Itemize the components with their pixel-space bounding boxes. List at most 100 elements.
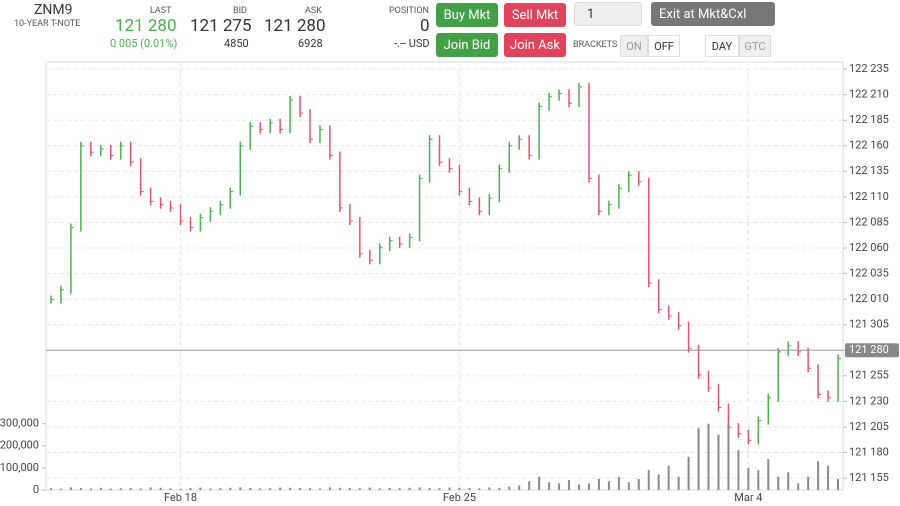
volume-bar <box>757 470 760 490</box>
y-tick-label: 122 210 <box>849 88 889 101</box>
y-tick-label: 121 280 <box>849 343 889 356</box>
y-tick-label: 121 255 <box>849 369 889 382</box>
symbol: ZNM9 <box>34 2 73 18</box>
volume-bar <box>89 488 92 490</box>
bid-label: BID <box>233 6 247 16</box>
volume-bar <box>149 487 152 490</box>
volume-bar <box>239 487 242 490</box>
ask-size: 6928 <box>298 37 323 50</box>
volume-bar <box>797 483 800 490</box>
volume-bar <box>518 485 521 490</box>
brackets-off[interactable]: OFF <box>648 35 680 57</box>
description: 10-YEAR T-NOTE <box>14 19 81 29</box>
volume-bar <box>807 476 810 490</box>
x-tick-label: Mar 4 <box>734 491 762 504</box>
position: 0 <box>420 16 430 36</box>
volume-bar <box>219 488 222 490</box>
volume-bar <box>358 488 361 490</box>
y2-tick-label: 200,000 <box>0 439 39 452</box>
last-price-box <box>845 343 899 358</box>
volume-bar <box>199 487 202 490</box>
volume-bar <box>538 476 541 490</box>
volume-bar <box>169 488 172 490</box>
volume-bar <box>348 488 351 490</box>
volume-bar <box>269 488 272 490</box>
volume-bar <box>637 478 640 490</box>
volume-bar <box>428 488 431 490</box>
tif-day[interactable]: DAY <box>705 35 739 57</box>
brackets-on[interactable]: ON <box>620 35 648 57</box>
volume-bar <box>69 487 72 490</box>
x-tick-label: Feb 25 <box>443 491 476 504</box>
volume-bar <box>289 487 292 490</box>
volume-bar <box>707 423 710 490</box>
sell-mkt-button[interactable]: Sell Mkt <box>504 3 566 27</box>
volume-bar <box>548 482 551 490</box>
volume-bar <box>488 487 491 490</box>
quantity-select[interactable]: 1 <box>574 2 642 26</box>
volume-bar <box>817 461 820 490</box>
volume-bar <box>259 488 262 490</box>
volume-bar <box>229 487 232 490</box>
volume-bar <box>587 483 590 490</box>
volume-bar <box>677 476 680 490</box>
tif-gtc[interactable]: GTC <box>739 35 771 57</box>
position-label: POSITION <box>389 6 429 16</box>
volume-bar <box>458 487 461 490</box>
y2-tick-label: 100,000 <box>0 461 39 474</box>
volume-bar <box>119 488 122 490</box>
volume-bar <box>697 428 700 490</box>
y-tick-label: 122 160 <box>849 139 889 152</box>
ask-label: ASK <box>305 6 322 16</box>
volume-bar <box>827 465 830 490</box>
volume-bar <box>667 465 670 490</box>
volume-bar <box>687 456 690 490</box>
volume-bar <box>189 488 192 490</box>
volume-bar <box>647 470 650 490</box>
volume-bar <box>627 482 630 490</box>
last-price-label: 121 280 <box>849 343 889 356</box>
y-tick-label: 122 060 <box>849 241 889 254</box>
volume-bar <box>747 467 750 490</box>
volume-bar <box>368 487 371 490</box>
join-bid-button[interactable]: Join Bid <box>436 33 498 57</box>
volume-bar <box>508 486 511 490</box>
volume-bar <box>299 488 302 490</box>
volume-bar <box>717 434 720 490</box>
volume-bar <box>837 478 840 490</box>
volume-bar <box>249 488 252 490</box>
volume-bar <box>99 487 102 490</box>
join-ask-button[interactable]: Join Ask <box>504 33 566 57</box>
volume-bar <box>617 476 620 490</box>
volume-bar <box>309 488 312 490</box>
y-tick-label: 121 205 <box>849 420 889 433</box>
volume-bar <box>328 487 331 490</box>
volume-bar <box>438 488 441 490</box>
volume-bar <box>159 487 162 490</box>
last-price: 121 280 <box>115 16 177 36</box>
y-tick-label: 121 305 <box>849 318 889 331</box>
volume-bar <box>767 459 770 490</box>
last-label: LAST <box>150 6 172 16</box>
volume-bar <box>478 488 481 490</box>
volume-bar <box>468 488 471 490</box>
volume-bar <box>49 488 52 490</box>
pnl: -.-- USD <box>394 37 430 50</box>
y-tick-label: 122 085 <box>849 215 889 228</box>
x-tick-label: Feb 18 <box>164 491 197 504</box>
volume-bar <box>79 488 82 490</box>
volume-bar <box>448 487 451 490</box>
bid: 121 275 <box>190 16 252 36</box>
volume-bar <box>568 480 571 490</box>
exit-button[interactable]: Exit at Mkt&Cxl <box>651 2 775 26</box>
buy-mkt-button[interactable]: Buy Mkt <box>436 3 498 27</box>
y-tick-label: 121 155 <box>849 471 889 484</box>
volume-bar <box>388 488 391 490</box>
volume-bar <box>318 488 321 490</box>
volume-bar <box>109 488 112 490</box>
volume-bar <box>279 487 282 490</box>
volume-bar <box>209 488 212 490</box>
y-tick-label: 122 010 <box>849 292 889 305</box>
